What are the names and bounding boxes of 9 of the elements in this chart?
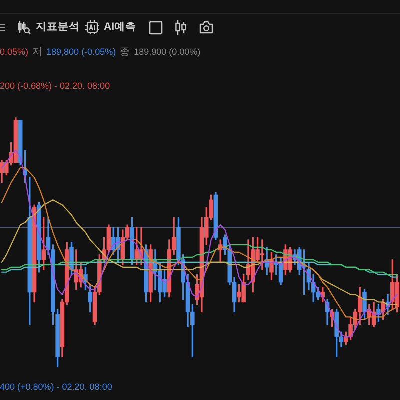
- text: 저: [32, 47, 43, 58]
- text: 400 (+0.80%) - 02.20. 08:00: [0, 382, 112, 393]
- text: 189,800 (-0.05%): [46, 47, 116, 57]
- text: AI예측: [104, 20, 136, 35]
- text: 지표분석: [36, 20, 80, 35]
- text: 0.05%): [0, 47, 29, 57]
- text: 200 (-0.68%) - 02.20. 08:00: [0, 81, 110, 92]
- text: 189,900 (0.00%): [134, 47, 201, 57]
- text: 종: [120, 47, 130, 58]
